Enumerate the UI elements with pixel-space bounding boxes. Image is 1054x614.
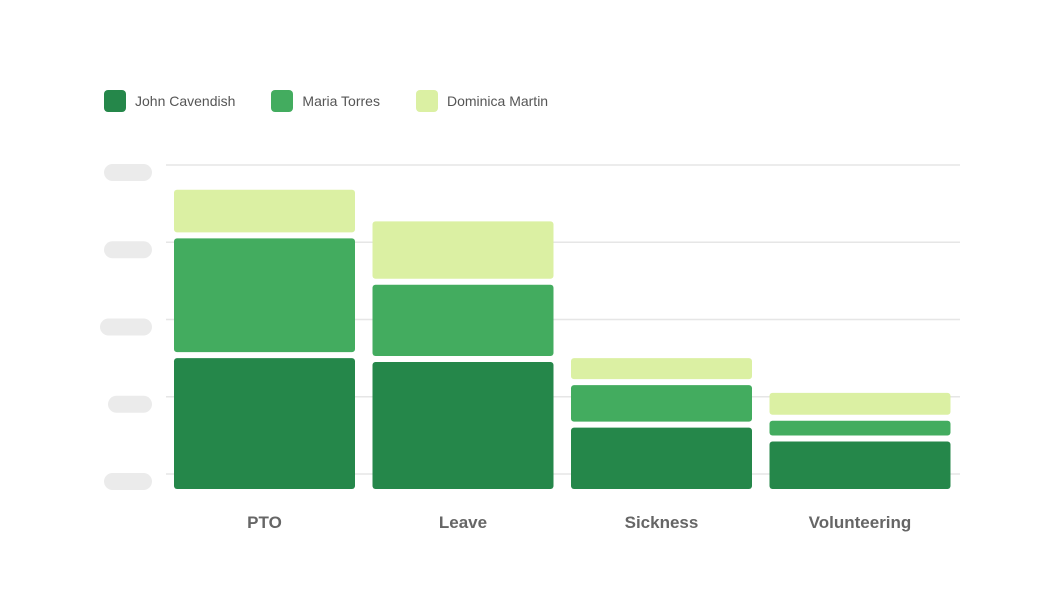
bar-sickness-dominica-martin	[571, 358, 752, 380]
bar-leave-john-cavendish	[372, 361, 554, 489]
y-tick-placeholder-0	[104, 473, 152, 490]
bar-volunteering-john-cavendish	[769, 441, 951, 489]
bar-leave-maria-torres	[372, 284, 554, 356]
bar-pto-john-cavendish	[174, 358, 355, 489]
x-tick-label-volunteering: Volunteering	[809, 513, 912, 532]
bar-volunteering-maria-torres	[769, 420, 951, 436]
legend-swatch-dominica	[415, 90, 438, 112]
bar-volunteering-dominica-martin	[769, 392, 951, 415]
y-tick-placeholder-1	[108, 395, 152, 413]
bar-sickness-john-cavendish	[571, 427, 752, 489]
y-tick-placeholder-3	[104, 241, 152, 259]
legend-swatch-maria	[271, 90, 294, 112]
legend-label-maria: Maria Torres	[302, 93, 380, 109]
legend-item-dominica-martin[interactable]: Dominica Martin	[415, 90, 549, 112]
x-tick-label-sickness: Sickness	[625, 513, 699, 532]
legend: John Cavendish Maria Torres Dominica Mar…	[104, 90, 584, 112]
bar-pto-maria-torres	[174, 238, 355, 353]
x-tick-label-pto: PTO	[247, 513, 282, 532]
x-tick-label-leave: Leave	[439, 513, 487, 532]
legend-swatch-john	[104, 90, 126, 112]
y-tick-placeholder-2	[100, 318, 152, 336]
legend-label-john: John Cavendish	[135, 93, 236, 109]
legend-item-maria-torres[interactable]: Maria Torres	[271, 90, 380, 112]
bar-leave-dominica-martin	[372, 221, 554, 279]
bar-pto-dominica-martin	[174, 189, 355, 233]
legend-item-john-cavendish[interactable]: John Cavendish	[104, 90, 235, 112]
legend-label-dominica: Dominica Martin	[446, 93, 549, 109]
bar-sickness-maria-torres	[571, 385, 752, 422]
y-tick-placeholder-4	[104, 164, 152, 181]
